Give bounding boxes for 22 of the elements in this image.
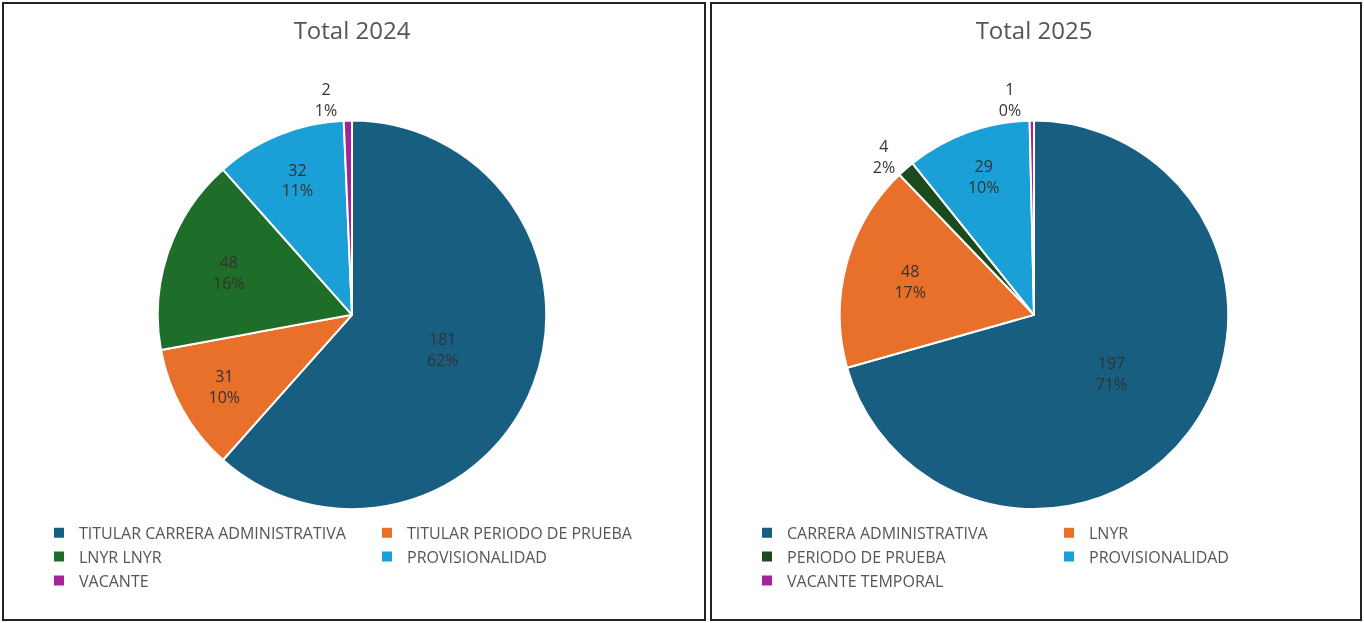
legend-label: TITULAR CARRERA ADMINISTRATIVA xyxy=(79,522,347,545)
legend-label: VACANTE TEMPORAL xyxy=(787,569,944,592)
data-label: 48 17% xyxy=(894,259,926,303)
legend-label: TITULAR PERIODO DE PRUEBA xyxy=(407,522,633,545)
chart-title: Total 2024 xyxy=(293,13,411,47)
legend-label: PROVISIONALIDAD xyxy=(1089,545,1229,568)
data-label: 181 62% xyxy=(427,327,459,371)
data-label: 1 0% xyxy=(998,77,1022,121)
legend-label: VACANTE xyxy=(79,569,149,592)
chart-title: Total 2025 xyxy=(975,13,1093,47)
data-label: 2 1% xyxy=(314,77,338,121)
data-label: 32 11% xyxy=(281,158,314,202)
legend-label: LNYR LNYR xyxy=(79,545,162,568)
data-label: 4 2% xyxy=(872,135,896,179)
legend-label: PROVISIONALIDAD xyxy=(407,545,547,568)
legend-label: CARRERA ADMINISTRATIVA xyxy=(787,522,989,545)
data-label: 29 10% xyxy=(967,155,1000,199)
data-label: 48 16% xyxy=(213,251,245,294)
data-label: 31 10% xyxy=(208,365,241,409)
legend-label: PERIODO DE PRUEBA xyxy=(787,545,947,568)
data-label: 197 71% xyxy=(1095,352,1128,395)
legend-label: LNYR xyxy=(1089,522,1129,545)
